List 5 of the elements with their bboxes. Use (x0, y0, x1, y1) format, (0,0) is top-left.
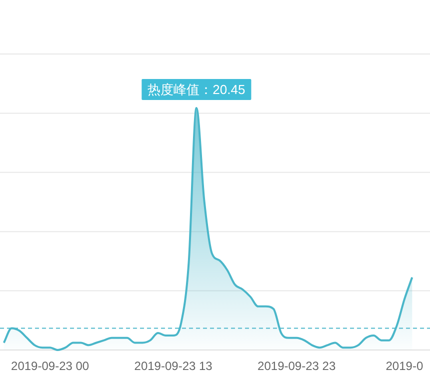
x-tick-label: 2019-09-23 13 (134, 359, 213, 373)
x-tick-label: 2019-0 (386, 359, 424, 373)
text: 热度峰值：20.45 (148, 82, 246, 97)
x-tick-label: 2019-09-23 23 (258, 359, 336, 373)
x-tick-label: 2019-09-23 00 (11, 359, 90, 373)
